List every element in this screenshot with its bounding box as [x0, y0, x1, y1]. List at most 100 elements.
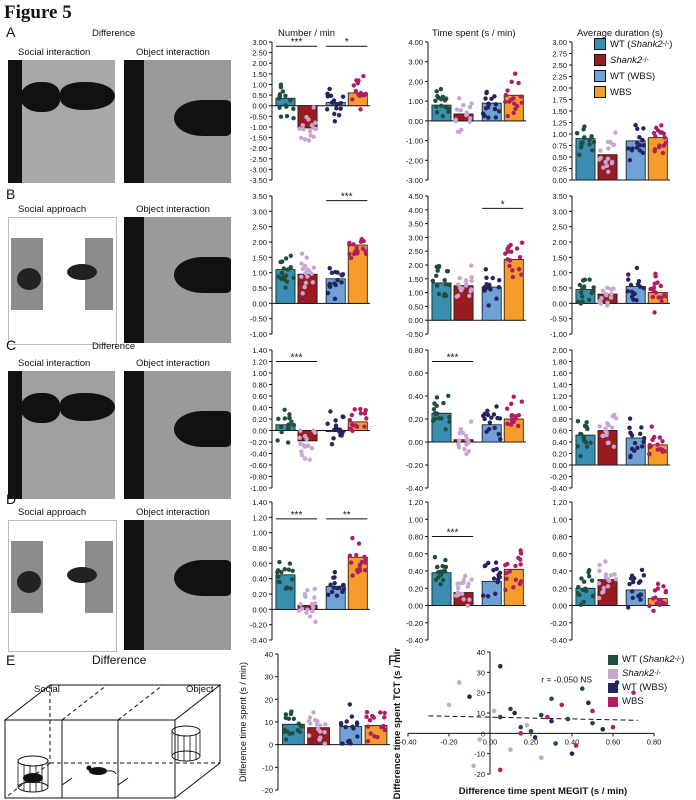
data-point: [510, 274, 516, 280]
data-point: [279, 270, 285, 276]
data-point: [598, 148, 603, 153]
data-point: [528, 729, 534, 734]
data-point: [575, 418, 581, 424]
data-point: [647, 451, 652, 457]
data-point: [627, 416, 633, 421]
data-point: [332, 119, 338, 124]
data-point: [282, 416, 288, 421]
y-tick-label: 0.50: [252, 284, 267, 293]
data-point: [573, 743, 579, 748]
y-tick-label: 1.20: [408, 498, 423, 507]
data-point: [305, 274, 310, 279]
x-tick-label: 0.20: [524, 737, 539, 746]
data-point: [494, 566, 499, 572]
data-point: [348, 560, 354, 565]
data-point: [608, 295, 614, 300]
data-point: [469, 263, 474, 268]
y-tick-label: 1.00: [252, 269, 267, 278]
data-point: [631, 579, 636, 585]
data-point: [483, 96, 488, 101]
data-point: [637, 143, 643, 148]
data-point: [658, 283, 664, 289]
data-point: [433, 98, 438, 103]
data-point: [354, 721, 360, 727]
significance-label: ***: [447, 353, 459, 364]
data-point: [291, 422, 297, 428]
y-tick-label: 0.80: [252, 381, 267, 390]
data-point: [463, 278, 469, 283]
y-tick-label: 0.00: [408, 316, 423, 325]
data-point: [628, 576, 634, 581]
data-point: [627, 157, 633, 163]
y-tick-label: 0.80: [252, 544, 267, 553]
data-point: [591, 593, 596, 599]
data-point: [565, 716, 571, 722]
data-point: [469, 101, 474, 106]
data-point: [497, 574, 503, 580]
data-point: [443, 105, 448, 110]
chart-f-scatter: -20 -10 0 10 20 30 40 -0.40 -0.20 0.00 0.20 0.40 0.6…: [392, 648, 661, 799]
data-point: [659, 299, 664, 304]
data-point: [456, 445, 462, 450]
data-point: [469, 278, 474, 284]
y-tick-label: 0.50: [552, 153, 567, 162]
data-point: [382, 727, 387, 733]
y-tick-label: -2.00: [406, 156, 423, 165]
data-point: [581, 285, 587, 291]
data-point: [464, 282, 469, 287]
panel-b-social-photo: [8, 217, 117, 345]
data-point: [304, 610, 309, 615]
data-point: [648, 286, 653, 292]
data-point: [298, 441, 303, 447]
data-point: [461, 597, 466, 602]
y-tick-label: 1.00: [552, 269, 567, 278]
data-point: [455, 282, 461, 287]
significance-label: ***: [341, 192, 353, 203]
legend-item-wt-shank2: WT (Shank2 -/-): [594, 38, 672, 50]
y-tick-label: 2.00: [252, 59, 267, 68]
data-point: [641, 126, 646, 131]
data-point: [360, 246, 366, 251]
data-point: [641, 143, 646, 148]
data-point: [307, 268, 312, 274]
y-tick-label: -0.20: [550, 473, 567, 482]
data-point: [553, 741, 558, 746]
data-point: [469, 275, 474, 280]
data-point: [358, 107, 363, 112]
data-point: [297, 126, 302, 131]
y-tick-label: 3.00: [252, 38, 267, 47]
y-tick-label: -0.40: [406, 484, 423, 493]
data-point: [283, 285, 288, 290]
data-point: [288, 264, 294, 270]
data-point: [443, 564, 449, 570]
legend-swatch: [594, 86, 606, 98]
y-tick-label: 0.50: [408, 302, 423, 311]
data-point: [632, 291, 637, 297]
data-point: [357, 566, 362, 571]
column-title-number: Number / min: [278, 28, 336, 39]
data-point: [641, 436, 647, 441]
data-point: [613, 577, 619, 582]
data-point: [459, 127, 464, 133]
data-point: [582, 423, 588, 429]
data-point: [489, 415, 494, 420]
data-point: [497, 278, 502, 283]
data-point: [486, 115, 491, 120]
chart-b-time: -0.50 0.00 0.50 1.00 1.50 2.00 2.50 3.00 3.50 4.0…: [406, 192, 526, 339]
data-point: [508, 242, 513, 248]
data-point: [632, 448, 637, 453]
y-tick-label: 3.50: [408, 220, 423, 229]
significance-label: ***: [291, 353, 303, 364]
data-point: [434, 110, 440, 115]
data-point: [287, 412, 292, 417]
data-point: [467, 694, 472, 700]
y-tick-label: 1.75: [552, 96, 567, 105]
bar: [647, 137, 668, 181]
data-point: [647, 442, 652, 448]
legend-swatch: [608, 654, 618, 665]
legend-swatch: [608, 682, 618, 693]
y-tick-label: 0.00: [552, 461, 567, 470]
y-axis-label: Difference time spent (s / min): [238, 662, 248, 782]
data-point: [351, 726, 356, 731]
data-point: [509, 79, 514, 85]
